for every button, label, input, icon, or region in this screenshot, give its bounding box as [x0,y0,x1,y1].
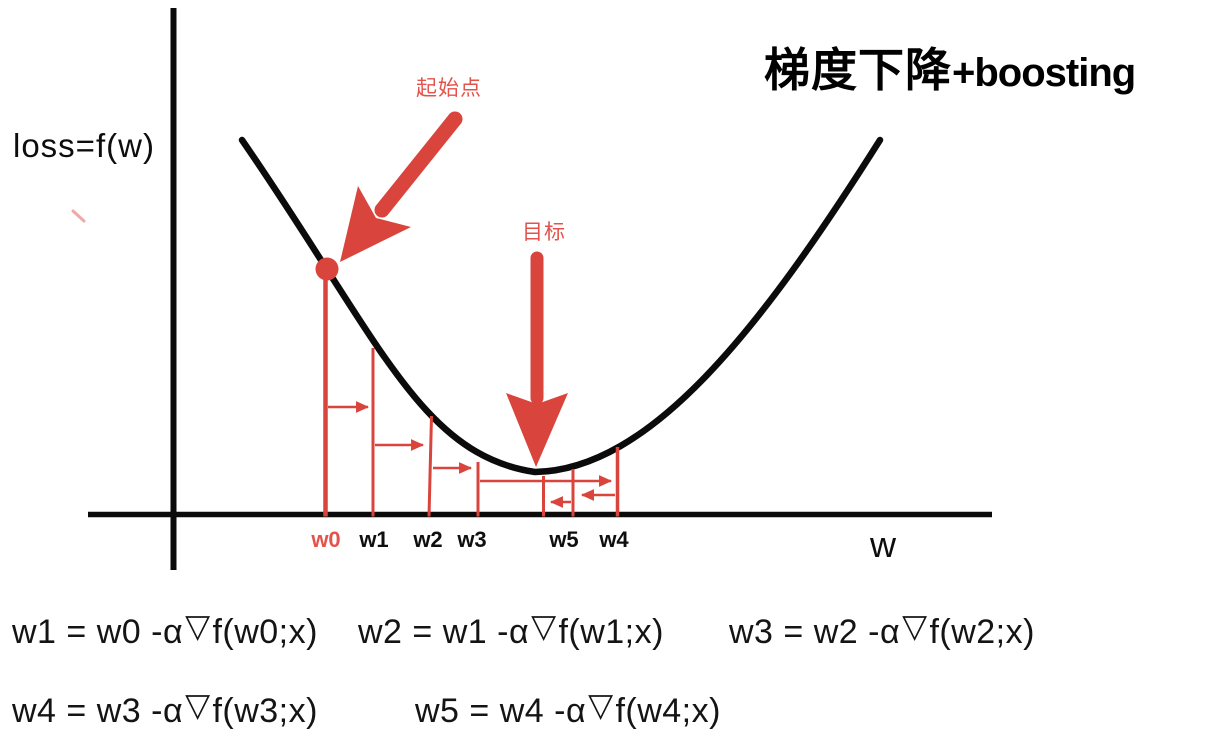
nabla-symbol: ▽ [185,608,211,644]
nabla-symbol: ▽ [531,608,557,644]
tick-label-w3: w3 [457,527,487,552]
y-axis-label: loss=f(w) [13,127,155,164]
equation-text: f(w0;x) [212,613,318,651]
equation-text: w5 = w4 -α [415,692,587,730]
title-latin: +boosting [952,51,1136,95]
tick-label-w0: w0 [311,527,341,552]
equation-w5: w5 = w4 -α▽f(w4;x) [415,687,721,731]
tick-label-w2: w2 [413,527,443,552]
page-title: 梯度下降+boosting [764,34,1136,100]
x-axis-label: w [870,524,896,565]
start-point-dot [315,257,339,281]
iterate-drop-lines [323,271,620,517]
equation-text: f(w2;x) [929,613,1035,651]
w2-drop-line [427,415,433,517]
tick-label-w1: w1 [359,527,389,552]
equation-w2: w2 = w1 -α▽f(w1;x) [358,608,664,652]
start-point-label: 起始点 [416,77,482,100]
equation-text: w4 = w3 -α [12,692,184,730]
equation-w1: w1 = w0 -α▽f(w0;x) [12,608,318,652]
equation-text: w1 = w0 -α [12,613,184,651]
equation-text: f(w3;x) [212,692,318,730]
nabla-symbol: ▽ [902,608,928,644]
equation-text: f(w1;x) [558,613,664,651]
start-point-arrow [340,111,463,262]
target-label: 目标 [522,221,566,244]
stray-tick-mark [71,209,86,223]
equation-text: w2 = w1 -α [358,613,530,651]
title-cjk: 梯度下降 [764,45,952,96]
equation-w4: w4 = w3 -α▽f(w3;x) [12,687,318,731]
tick-label-w5: w5 [549,527,579,552]
equation-text: w3 = w2 -α [729,613,901,651]
target-arrow [506,251,568,467]
equation-w3: w3 = w2 -α▽f(w2;x) [729,608,1035,652]
equation-text: f(w4;x) [615,692,721,730]
step-arrows [328,401,615,508]
tick-label-w4: w4 [599,527,629,552]
nabla-symbol: ▽ [185,687,211,723]
loss-curve [238,136,884,476]
nabla-symbol: ▽ [588,687,614,723]
